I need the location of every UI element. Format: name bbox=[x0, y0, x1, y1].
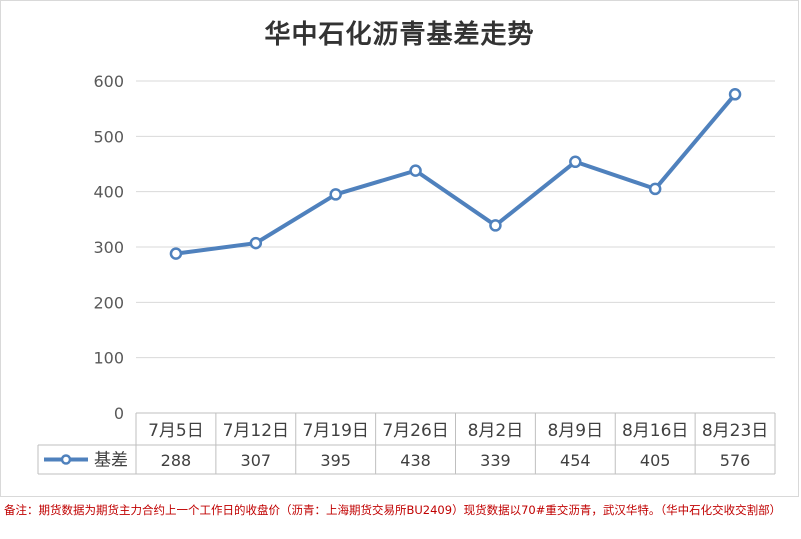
y-tick-label: 600 bbox=[93, 72, 124, 91]
y-tick-label: 200 bbox=[93, 293, 124, 312]
chart-frame bbox=[0, 0, 799, 497]
line-chart: 0 100 200 300 400 500 600 7月5日 288 7月12日 307 7月19日 3… bbox=[37, 72, 776, 475]
x-tick-label: 7月5日 bbox=[148, 421, 204, 441]
data-table-value: 576 bbox=[720, 451, 751, 470]
series-line bbox=[173, 92, 738, 256]
chart-title: 华中石化沥青基差走势 bbox=[264, 20, 535, 50]
x-tick-label: 8月2日 bbox=[468, 421, 524, 441]
x-tick-label: 8月9日 bbox=[547, 421, 603, 441]
data-table-value: 339 bbox=[480, 451, 511, 470]
x-tick-label: 8月23日 bbox=[702, 421, 768, 441]
data-point bbox=[569, 155, 582, 169]
legend-label: 基差 bbox=[94, 451, 128, 471]
legend-marker bbox=[60, 454, 72, 465]
x-tick-label: 7月26日 bbox=[382, 421, 448, 441]
data-point bbox=[489, 219, 502, 232]
data-table-value: 454 bbox=[560, 451, 591, 470]
data-table-value: 395 bbox=[320, 451, 351, 470]
y-tick-label: 500 bbox=[93, 127, 124, 146]
data-point bbox=[249, 236, 263, 250]
data-point bbox=[329, 188, 342, 201]
x-tick-label: 7月12日 bbox=[223, 421, 289, 441]
data-point bbox=[169, 247, 183, 260]
y-tick-label: 400 bbox=[93, 183, 124, 202]
y-tick-label: 300 bbox=[93, 238, 124, 257]
y-tick-label: 0 bbox=[114, 404, 124, 423]
footnote: 备注：期货数据为期货主力合约上一个工作日的收盘价（沥青：上海期货交易所BU240… bbox=[4, 503, 782, 517]
data-table-value: 438 bbox=[400, 451, 431, 470]
data-point bbox=[728, 88, 742, 101]
data-table-value: 288 bbox=[161, 451, 192, 470]
x-tick-label: 7月19日 bbox=[302, 421, 368, 441]
x-tick-label: 8月16日 bbox=[622, 421, 688, 441]
data-point bbox=[648, 182, 662, 196]
data-table-value: 405 bbox=[640, 451, 671, 470]
data-table-value: 307 bbox=[241, 451, 272, 470]
y-tick-label: 100 bbox=[93, 349, 124, 368]
data-point bbox=[409, 164, 422, 177]
